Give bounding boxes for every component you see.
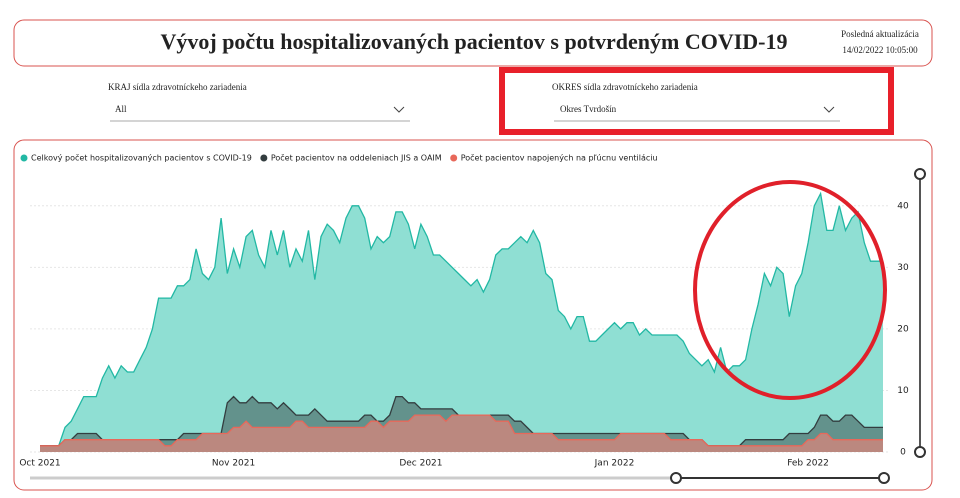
x-tick-label: Oct 2021 bbox=[19, 459, 60, 469]
area bbox=[40, 415, 883, 452]
legend-label: Počet pacientov napojených na pľúcnu ven… bbox=[461, 153, 658, 163]
highlight-box bbox=[499, 67, 894, 135]
legend-marker bbox=[450, 154, 458, 162]
filter-label: KRAJ sídla zdravotníckeho zariadenia bbox=[108, 82, 247, 92]
filter-label: OKRES sídla zdravotníckeho zariadenia bbox=[552, 82, 698, 92]
line bbox=[40, 414, 883, 447]
y-tick-label: 10 bbox=[897, 386, 909, 396]
y-tick-label: 0 bbox=[900, 448, 906, 458]
plot: 0 10 20 30 40 Oct 2021 Nov 2021 Dec 2021 Jan 202… bbox=[19, 153, 909, 469]
legend-marker bbox=[20, 154, 28, 162]
dropdown-value: Okres Tvrdošín bbox=[560, 104, 617, 114]
y-slider[interactable] bbox=[914, 168, 926, 458]
dropdown-value: All bbox=[115, 104, 127, 114]
x-tick-label: Dec 2021 bbox=[399, 459, 442, 469]
legend-marker bbox=[260, 154, 268, 162]
page-title: Vývoj počtu hospitalizovaných pacientov … bbox=[160, 29, 787, 54]
update-label: Posledná aktualizácia bbox=[841, 29, 919, 39]
x-tick-label: Feb 2022 bbox=[787, 459, 829, 469]
dropdown[interactable]: Okres Tvrdošín bbox=[554, 104, 840, 122]
y-tick-label: 20 bbox=[897, 324, 909, 334]
line bbox=[40, 191, 883, 447]
title-box bbox=[13, 19, 933, 67]
y-tick-label: 30 bbox=[897, 263, 909, 273]
dropdown[interactable]: All bbox=[110, 104, 410, 122]
x-tick-label: Nov 2021 bbox=[212, 459, 255, 469]
area bbox=[40, 193, 883, 452]
y-tick-label: 40 bbox=[897, 201, 909, 211]
x-slider[interactable] bbox=[30, 472, 890, 484]
x-tick-label: Jan 2022 bbox=[594, 459, 635, 469]
highlight-circle bbox=[693, 180, 887, 400]
legend-label: Celkový počet hospitalizovaných paciento… bbox=[31, 153, 252, 163]
update-time: 14/02/2022 10:05:00 bbox=[842, 45, 918, 55]
legend-label: Počet pacientov na oddeleniach JIS a OAI… bbox=[271, 153, 442, 163]
